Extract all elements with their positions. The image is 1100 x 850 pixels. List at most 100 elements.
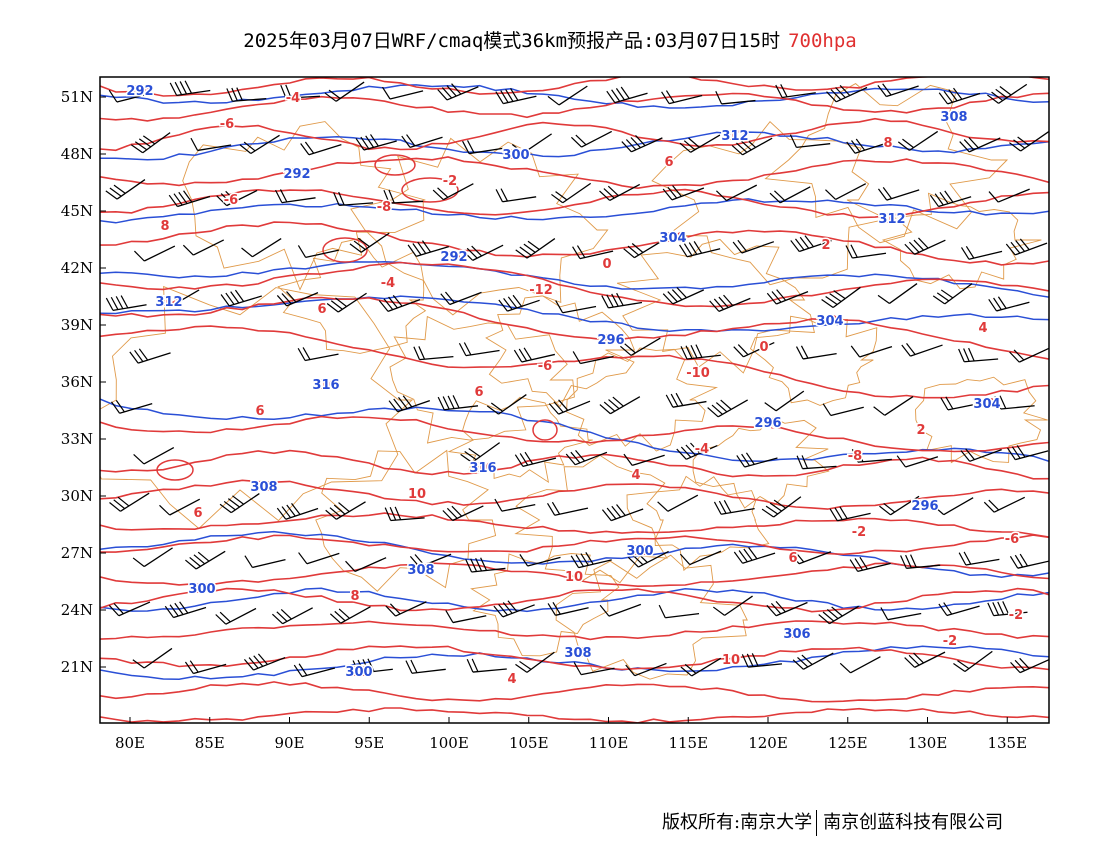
wind-barb [877,83,919,98]
wind-barb [736,452,778,468]
temperature-isoline [100,261,1049,308]
wind-barb [953,650,993,673]
lat-tick-label: 36N [61,373,93,391]
wind-barb [274,189,316,204]
lon-tick-label: 90E [274,734,304,752]
wind-barb [130,132,171,154]
province-border [350,137,609,316]
wind-barb [987,601,1028,617]
wind-barb [182,239,225,256]
map-frame [99,76,1050,724]
temperature-label: 6 [193,506,202,521]
wind-barb [599,183,641,202]
temperature-label: 10 [722,653,740,668]
temperature-isoline [100,620,1049,641]
wind-barb [932,497,974,516]
lat-tick-label: 42N [61,259,93,277]
province-border [182,121,426,291]
temperature-label: 2 [821,238,830,253]
temperature-label: -10 [785,627,809,642]
wind-barb [133,245,176,262]
wind-barb [733,341,775,358]
wind-barb [105,179,146,200]
temperature-label: -2 [1009,608,1023,623]
temperature-label: -10 [504,148,528,163]
longitude-axis: 80E 85E 90E 95E 100E 105E 110E 115E 120E 125E 130E… [115,717,1027,752]
temperature-isoline [100,117,1049,152]
wind-barb [547,601,589,616]
temperature-label: -16 [913,499,937,514]
temperature-label: -12 [723,129,747,144]
temperature-label: -6 [980,397,994,412]
wind-barb [572,351,614,365]
wind-barb [105,295,147,312]
wind-barb [495,188,537,203]
province-border [514,454,668,584]
height-label: 292 [126,84,153,99]
temperature-isoline [100,645,1049,671]
wind-barb [276,503,319,520]
wind-barb [932,283,973,305]
wind-barb [381,86,424,100]
lat-tick-label: 24N [61,601,93,619]
height-label: 296 [754,416,781,431]
wind-barb [548,399,591,415]
wind-barb [987,83,1028,104]
temperature-isoline [100,77,1049,97]
wind-barb [661,90,703,105]
lat-tick-label: 33N [61,430,93,448]
contour-labels: -14 -12 -10 -16 -10 -16 -14 -12 -10 -16 -8 -6 -4 -6 -8… [125,83,1025,689]
wind-barb [825,183,867,200]
wind-barb [547,85,588,106]
wind-barb [111,400,153,414]
temperature-label: 0 [602,257,611,272]
wind-barb [959,137,1001,153]
wind-barb [712,595,753,616]
temperature-label: -6 [1005,532,1019,547]
height-label: 312 [721,129,748,144]
height-isoline [100,587,1049,613]
wind-barb [662,185,705,201]
wind-barb [620,337,661,356]
wind-barb [822,403,864,417]
temperature-label: -4 [257,480,271,495]
wind-barb [662,287,705,305]
wind-barb [1010,657,1049,674]
wind-barb [1006,445,1049,461]
wind-barb [445,610,487,624]
wind-barb [293,663,336,678]
temperature-isoline [100,325,1049,399]
wind-barb [680,344,721,360]
title-main: 2025年03月07日WRF/cmaq模式36km预报产品:03月07日15时 [243,30,781,52]
wind-barb [326,292,367,313]
wind-barb [988,188,1030,203]
wind-barb [904,237,946,255]
chart-title: 2025年03月07日WRF/cmaq模式36km预报产品:03月07日15时 7… [0,26,1100,53]
height-label: 296 [597,333,624,348]
wind-barb [851,448,892,463]
temperature-label: -4 [381,276,395,291]
lat-tick-label: 27N [61,544,93,562]
height-label: 308 [940,110,967,125]
wind-barb [741,653,783,668]
lon-tick-label: 110E [589,734,629,752]
wind-barb [873,396,914,416]
footer-divider [816,810,818,836]
province-border [485,295,636,408]
wind-barb [679,134,721,153]
lat-tick-label: 51N [61,88,93,106]
wind-barb [896,455,939,468]
temperature-isoline [100,156,1049,190]
temperature-contours [100,77,1049,723]
height-label: 306 [783,627,810,642]
wind-barb [733,547,776,564]
wind-barb [407,240,449,257]
temperature-label: -10 [756,416,780,431]
lon-tick-label: 130E [908,734,948,752]
province-border [447,396,593,484]
wind-barb [1009,553,1049,569]
wind-barb [795,345,837,360]
temperature-label: -4 [695,442,709,457]
province-border [389,315,575,444]
wind-barb [244,555,286,569]
